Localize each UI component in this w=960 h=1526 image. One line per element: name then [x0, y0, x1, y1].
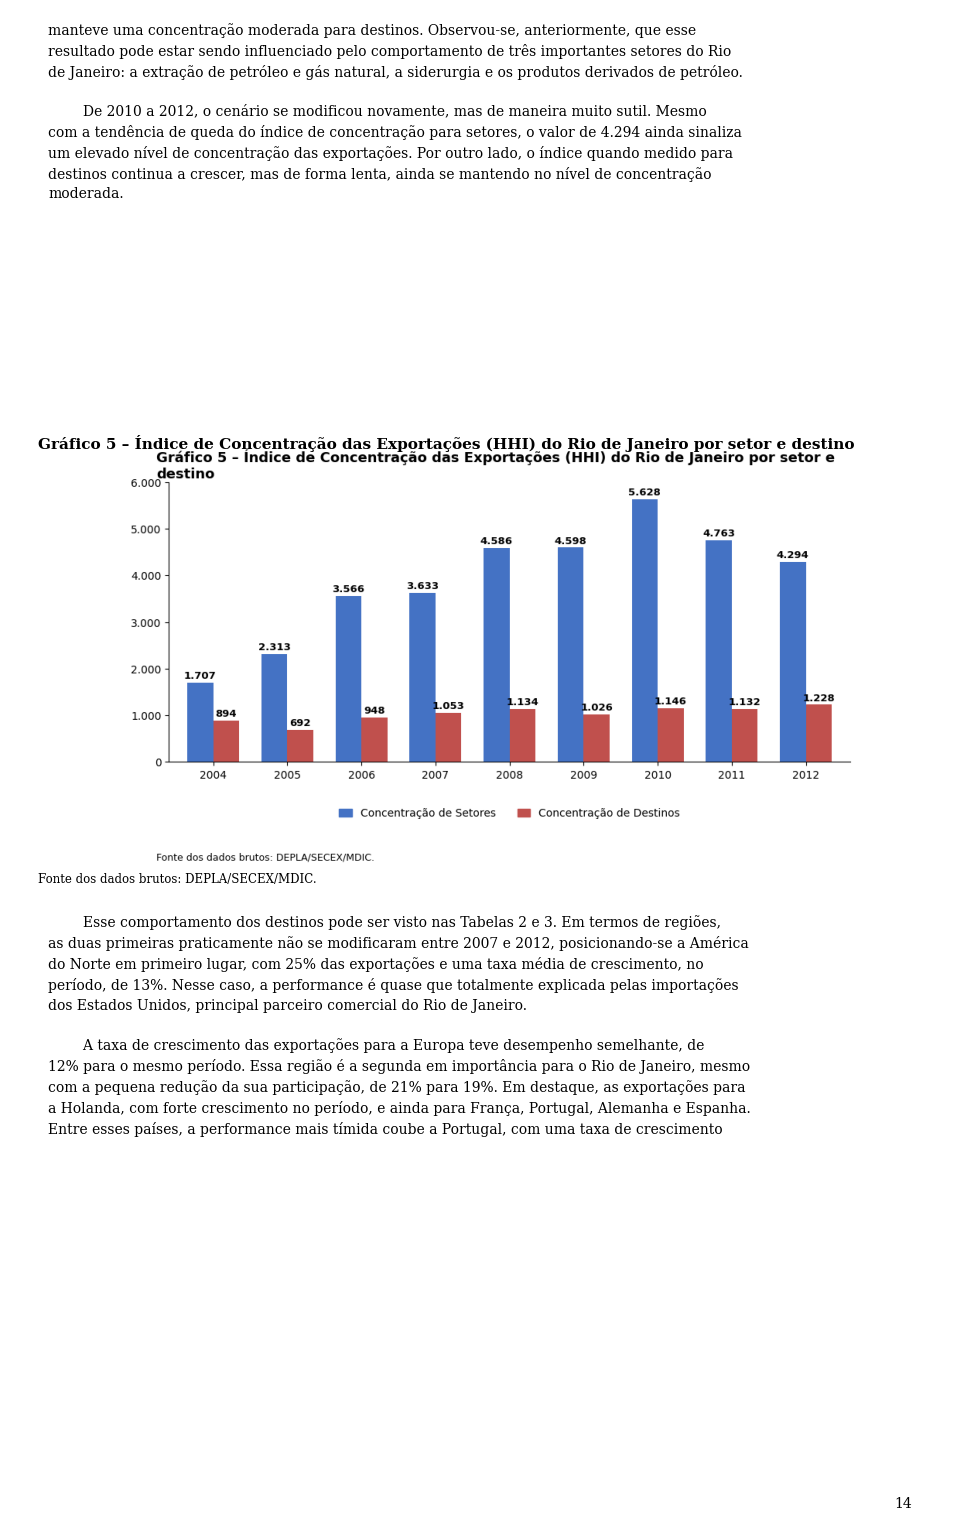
- Text: manteve uma concentração moderada para destinos. Observou-se, anteriormente, que: manteve uma concentração moderada para d…: [48, 23, 743, 201]
- Text: Esse comportamento dos destinos pode ser visto nas Tabelas 2 e 3. Em termos de r: Esse comportamento dos destinos pode ser…: [48, 916, 751, 1137]
- Text: Fonte dos dados brutos: DEPLA/SECEX/MDIC.: Fonte dos dados brutos: DEPLA/SECEX/MDIC…: [38, 873, 317, 887]
- Text: 14: 14: [895, 1497, 912, 1511]
- Text: Gráfico 5 – Índice de Concentração das Exportações (HHI) do Rio de Janeiro por s: Gráfico 5 – Índice de Concentração das E…: [38, 435, 855, 452]
